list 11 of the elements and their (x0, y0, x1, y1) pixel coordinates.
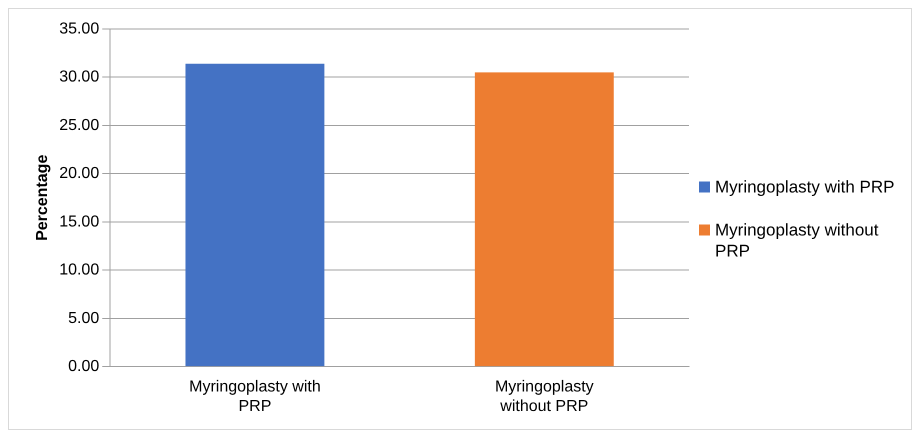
legend-label: Myringoplasty with PRP (715, 176, 895, 198)
y-tick-label: 5.00 (68, 310, 100, 327)
y-tick-label: 0.00 (68, 358, 100, 376)
y-tick-label: 10.00 (59, 262, 100, 279)
y-tick-label: 15.00 (59, 213, 100, 230)
y-tick-label: 30.00 (59, 68, 100, 86)
legend-label: Myringoplasty without PRP (715, 220, 880, 262)
y-axis-title: Percentage (34, 154, 52, 241)
y-tick-label: 20.00 (59, 165, 100, 182)
y-tick-label: 35.00 (59, 20, 100, 38)
y-tick-label: 25.00 (59, 116, 100, 134)
